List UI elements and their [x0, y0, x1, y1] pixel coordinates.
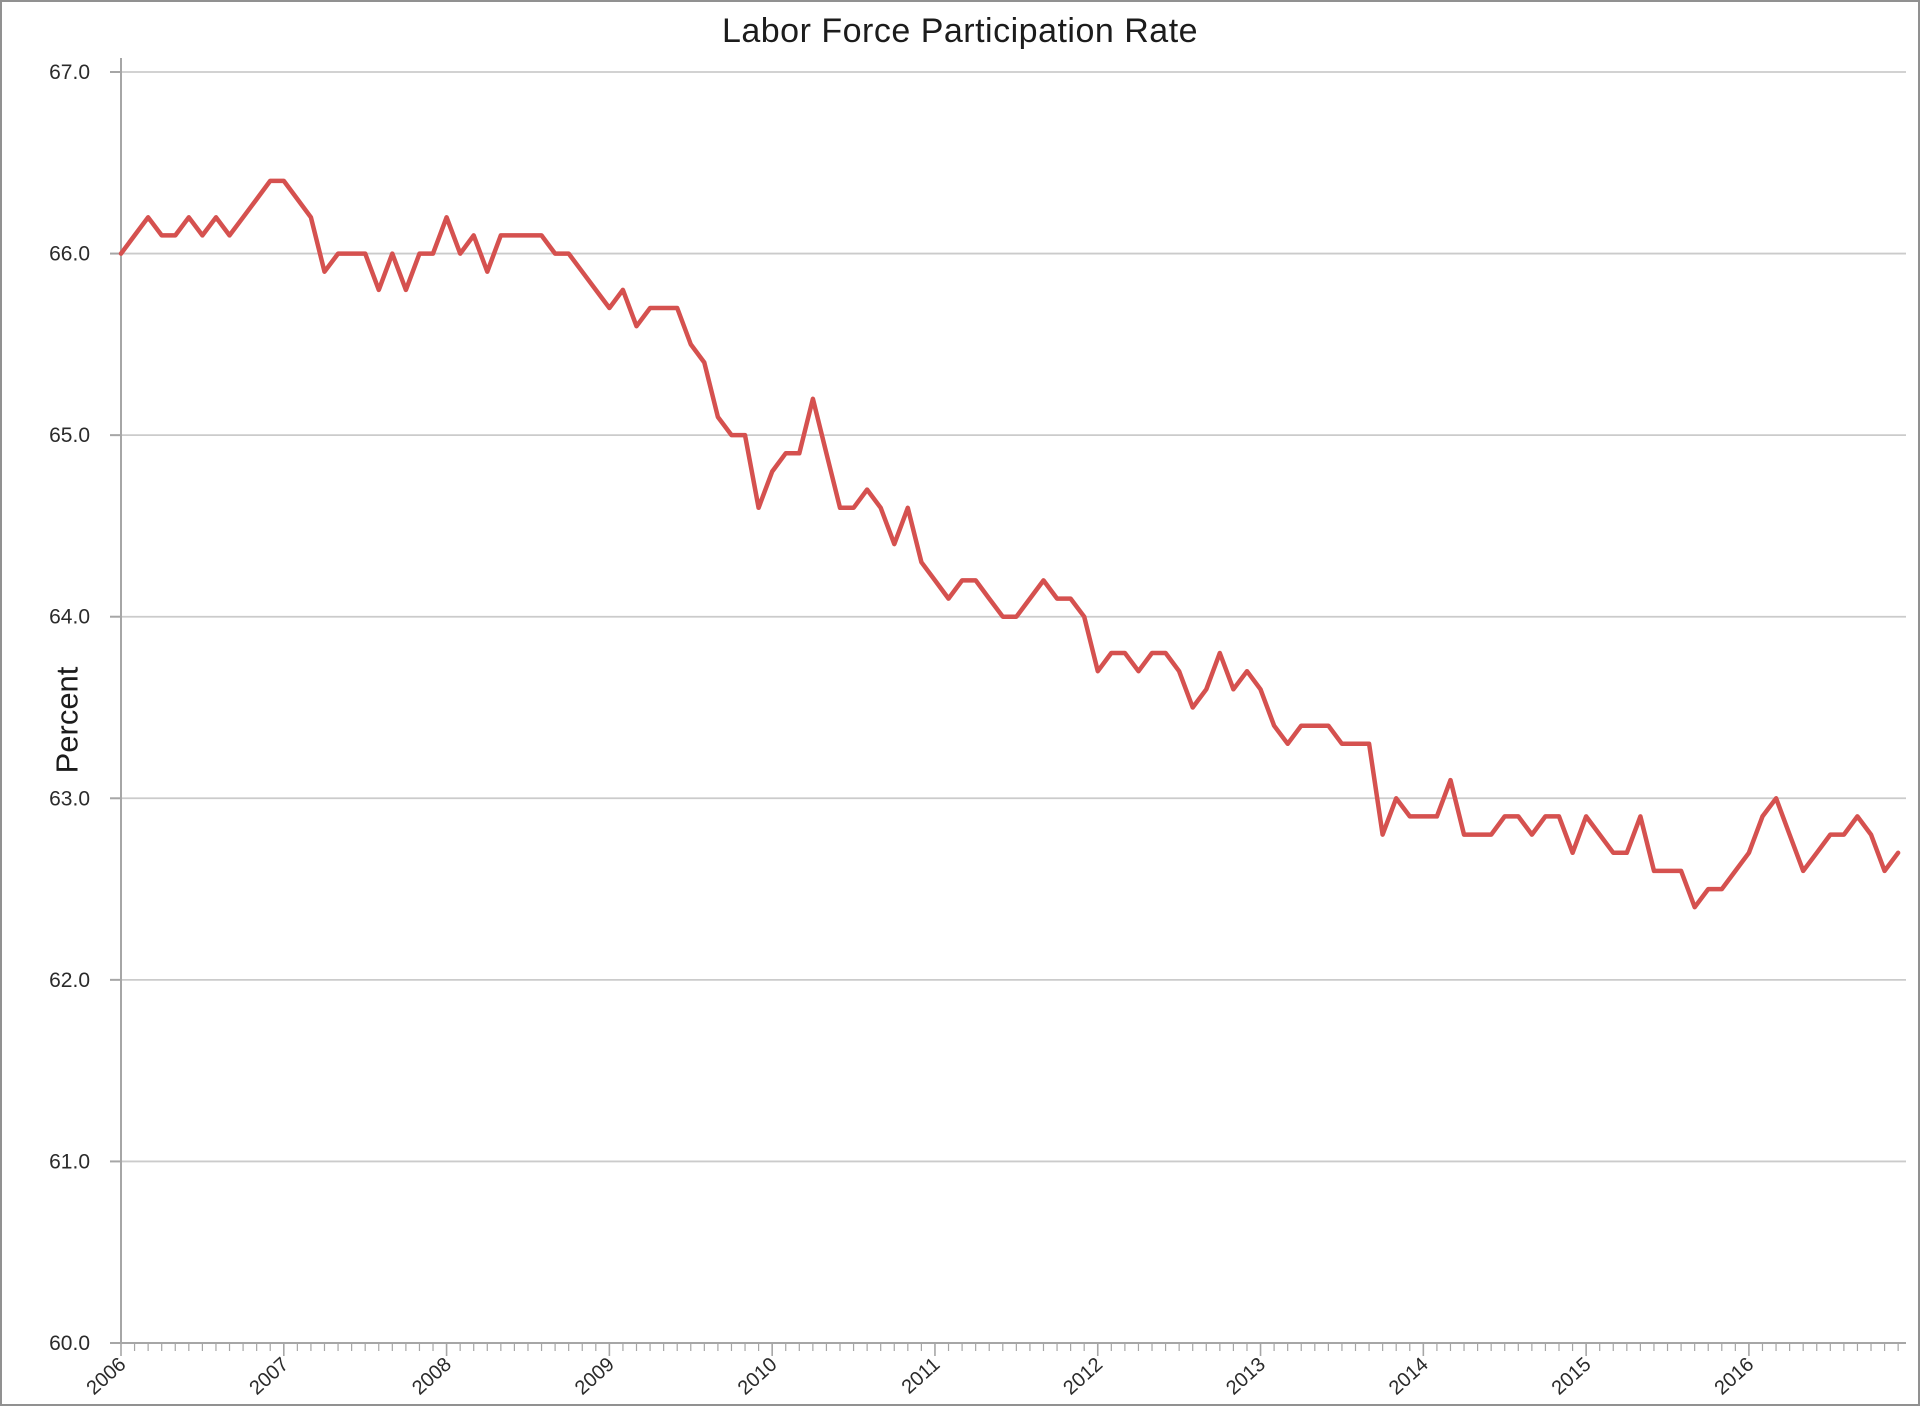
y-tick-label-63.0: 63.0: [49, 787, 90, 810]
y-axis-title: Percent: [49, 666, 85, 774]
y-tick-label-67.0: 67.0: [49, 61, 90, 84]
x-tick-label-2013: 2013: [1222, 1353, 1270, 1399]
y-tick-label-64.0: 64.0: [49, 606, 90, 629]
x-tick-label-2006: 2006: [83, 1353, 131, 1399]
y-tick-label-61.0: 61.0: [49, 1150, 90, 1173]
y-tick-label-62.0: 62.0: [49, 969, 90, 992]
y-tick-label-60.0: 60.0: [49, 1332, 90, 1355]
x-tick-label-2012: 2012: [1059, 1353, 1107, 1399]
x-tick-label-2010: 2010: [734, 1353, 782, 1399]
x-tick-label-2014: 2014: [1385, 1353, 1433, 1399]
x-tick-label-2011: 2011: [898, 1353, 945, 1398]
y-tick-label-66.0: 66.0: [49, 243, 90, 266]
x-tick-label-2007: 2007: [245, 1353, 293, 1399]
lfpr-series-line: [118, 178, 1901, 910]
chart-title: Labor Force Participation Rate: [721, 12, 1199, 50]
x-tick-label-2016: 2016: [1710, 1353, 1758, 1399]
x-tick-label-2015: 2015: [1548, 1353, 1596, 1399]
x-tick-label-2008: 2008: [408, 1353, 456, 1399]
y-tick-label-65.0: 65.0: [49, 424, 90, 447]
x-tick-label-2009: 2009: [571, 1353, 619, 1399]
